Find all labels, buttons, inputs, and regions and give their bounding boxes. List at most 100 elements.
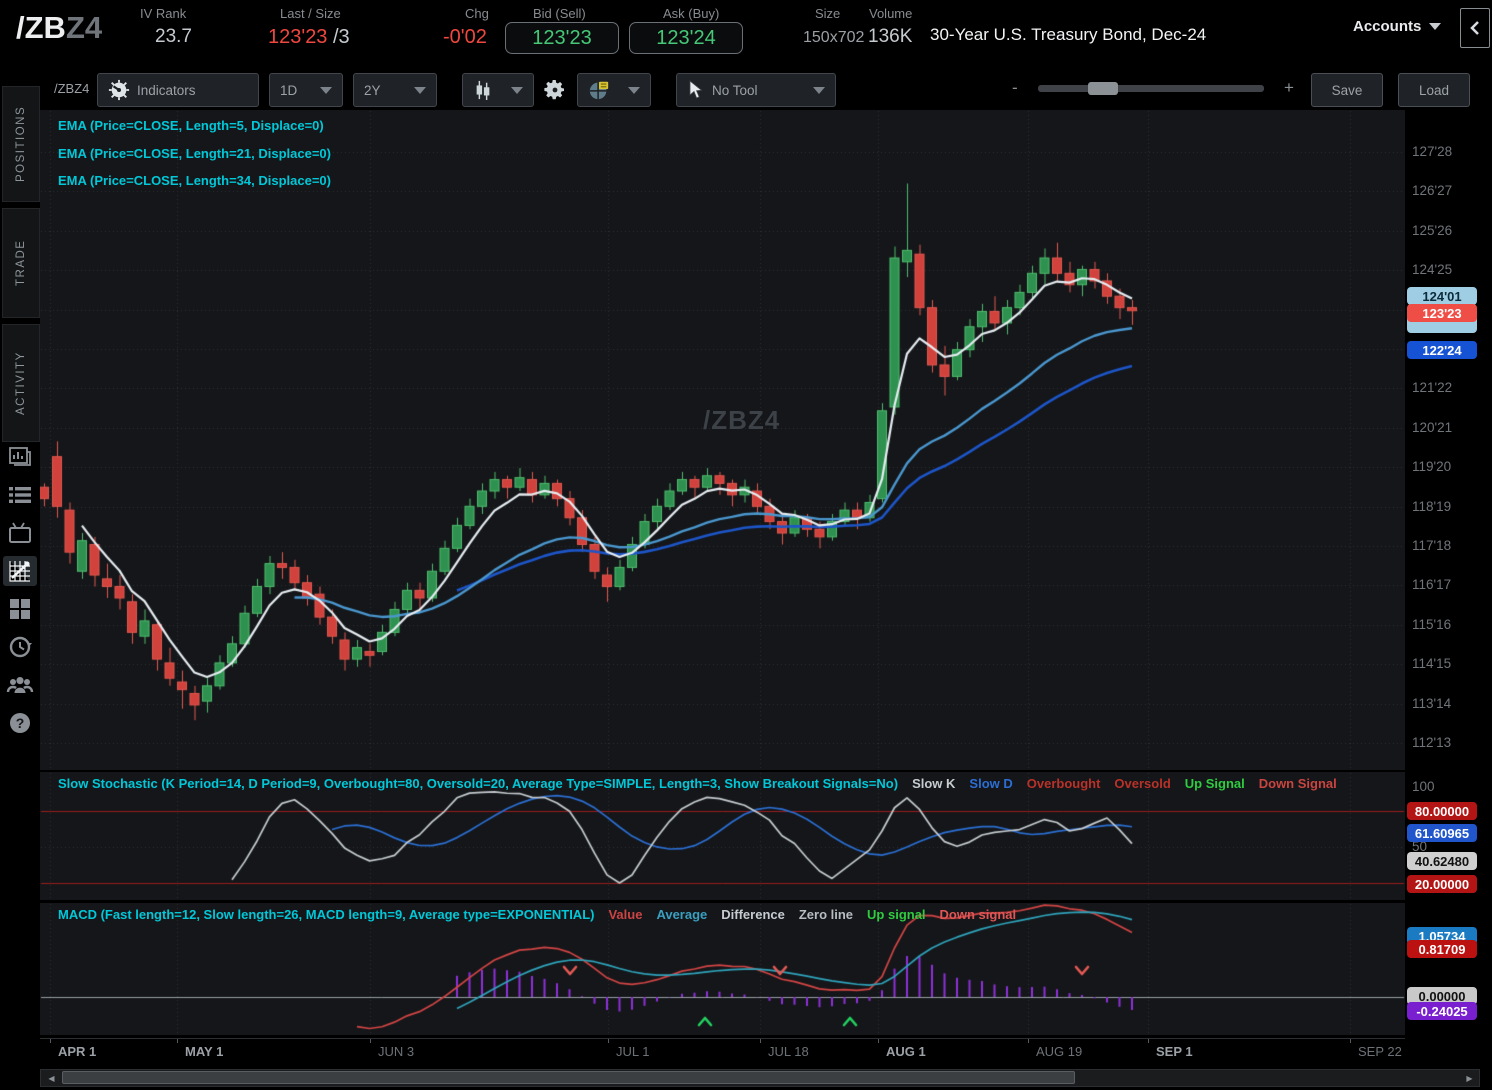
stochastic-legend-oversold: Oversold	[1114, 776, 1171, 791]
macd-canvas[interactable]	[40, 903, 1405, 1035]
sidebar-tv-icon[interactable]	[3, 518, 37, 548]
price-axis-label: 119'20	[1412, 459, 1452, 475]
range-value: 2Y	[364, 82, 381, 98]
stochastic-legend-overbought: Overbought	[1026, 776, 1101, 791]
size-label: Size	[815, 6, 841, 21]
gauge-icon	[108, 79, 130, 101]
chart-type-dropdown[interactable]	[462, 73, 534, 107]
price-axis-label: 126'27	[1412, 183, 1453, 199]
time-axis-tick	[1350, 1038, 1351, 1043]
ask-button[interactable]: 123'24	[629, 22, 743, 54]
time-axis-label: JUL 18	[768, 1044, 809, 1059]
people-icon	[6, 677, 34, 693]
grid-icon	[10, 599, 30, 619]
ask-label: Ask (Buy)	[663, 6, 720, 21]
scrollbar-left-arrow[interactable]: ◀	[48, 1073, 55, 1083]
drawing-tool-dropdown[interactable]: No Tool	[676, 73, 836, 107]
sidebar-people-icon[interactable]	[3, 670, 37, 700]
bid-button[interactable]: 123'23	[505, 22, 619, 54]
iv-rank-value: 23.7	[155, 26, 192, 47]
price-axis-label: 120'21	[1412, 419, 1453, 435]
macd-legend-zero-line: Zero line	[798, 907, 854, 922]
sidebar-grid-icon[interactable]	[3, 594, 37, 624]
stochastic-badge: 20.00000	[1407, 875, 1477, 893]
time-axis-label: SEP 1	[1156, 1044, 1193, 1059]
iv-rank-label: IV Rank	[140, 6, 187, 21]
time-axis-label: AUG 1	[886, 1044, 926, 1059]
price-badge: 124'01	[1407, 287, 1477, 305]
save-button[interactable]: Save	[1311, 73, 1383, 107]
time-axis-tick	[1028, 1038, 1029, 1043]
svg-text:?: ?	[16, 715, 25, 731]
accounts-label: Accounts	[1353, 18, 1422, 35]
zoom-out-button[interactable]: -	[1012, 78, 1018, 97]
macd-legend-up-signal: Up signal	[867, 907, 926, 922]
time-axis-tick	[878, 1038, 879, 1043]
header: /ZBZ4 IV Rank 23.7 Last / Size 123'23 /3…	[0, 0, 1492, 62]
chevron-down-icon	[1429, 23, 1442, 30]
accounts-menu[interactable]: Accounts	[1353, 18, 1442, 35]
chg-value: -0'02	[443, 26, 487, 48]
stochastic-badge: 40.62480	[1407, 852, 1477, 870]
ema21-label: EMA (Price=CLOSE, Length=21, Displace=0)	[58, 145, 331, 161]
sidebar-tab-positions[interactable]: POSITIONS	[2, 86, 40, 202]
last-size-label: Last / Size	[280, 6, 341, 21]
chevron-left-icon	[1470, 21, 1479, 35]
watchlist-icon	[9, 487, 31, 503]
collapse-panel-button[interactable]	[1460, 8, 1490, 48]
price-axis-label: 114'15	[1412, 656, 1452, 672]
sidebar-help-icon[interactable]: ?	[3, 708, 37, 738]
price-axis-label: 112'13	[1412, 734, 1452, 750]
time-axis-label: AUG 19	[1036, 1044, 1083, 1059]
cursor-icon	[689, 80, 703, 99]
scrollbar-right-arrow[interactable]: ▶	[1466, 1073, 1473, 1083]
instrument-title: 30-Year U.S. Treasury Bond, Dec-24	[930, 25, 1207, 44]
sidebar-watchlist-icon[interactable]	[3, 480, 37, 510]
range-dropdown[interactable]: 2Y	[353, 73, 437, 107]
stochastic-legend-slow-k: Slow K	[912, 776, 956, 791]
stochastic-legend-down-signal: Down Signal	[1258, 776, 1337, 791]
sidebar-news-icon[interactable]	[3, 442, 37, 472]
time-axis-label: APR 1	[58, 1044, 97, 1059]
ema34-label: EMA (Price=CLOSE, Length=34, Displace=0)	[58, 173, 331, 188]
stochastic-canvas[interactable]	[40, 772, 1405, 900]
time-axis-tick	[1148, 1038, 1149, 1043]
price-axis-label: 117'18	[1412, 537, 1452, 553]
price-axis-label: 115'16	[1412, 616, 1452, 632]
sidebar-chart-icon[interactable]	[3, 556, 37, 586]
time-axis-tick	[608, 1038, 609, 1043]
indicators-button[interactable]: Indicators	[97, 73, 259, 107]
sidebar-tab-activity[interactable]: ACTIVITY	[2, 324, 40, 442]
price-chart-canvas[interactable]	[40, 110, 1405, 770]
zoom-slider-thumb[interactable]	[1088, 82, 1118, 95]
macd-legend-down-signal: Down signal	[939, 907, 1017, 922]
zoom-slider-track[interactable]	[1038, 85, 1264, 92]
load-button[interactable]: Load	[1398, 73, 1470, 107]
chart-settings-button[interactable]	[543, 78, 567, 107]
stochastic-legend-up-signal: Up Signal	[1184, 776, 1245, 791]
price-badge: 123'23	[1407, 304, 1477, 322]
symbol-month: Z4	[65, 10, 103, 45]
macd-legend-average: Average	[656, 907, 708, 922]
timeframe-dropdown[interactable]: 1D	[269, 73, 343, 107]
zoom-in-button[interactable]: +	[1284, 78, 1294, 97]
chevron-down-icon	[414, 86, 426, 94]
stochastic-legend-slow-d: Slow D	[969, 776, 1013, 791]
price-axis-label: 113'14	[1412, 695, 1452, 711]
timeframe-value: 1D	[280, 82, 298, 98]
volume-label: Volume	[869, 6, 913, 21]
price-axis-label: 116'17	[1412, 577, 1452, 593]
history-icon	[9, 636, 32, 658]
macd-legend-difference: Difference	[721, 907, 785, 922]
bid-label: Bid (Sell)	[533, 6, 586, 21]
macd-badge: 0.00000	[1407, 987, 1477, 1005]
sidebar-history-icon[interactable]	[3, 632, 37, 662]
sidebar-tab-trade[interactable]: TRADE	[2, 208, 40, 318]
chevron-down-icon	[813, 86, 825, 94]
scrollbar-thumb[interactable]	[62, 1071, 1075, 1084]
last-trade-size: /3	[333, 26, 350, 48]
time-axis-label: JUL 1	[616, 1044, 650, 1059]
symbol-root: /ZB	[16, 10, 66, 45]
quad-chart-icon	[589, 81, 609, 100]
layout-dropdown[interactable]	[577, 73, 651, 107]
